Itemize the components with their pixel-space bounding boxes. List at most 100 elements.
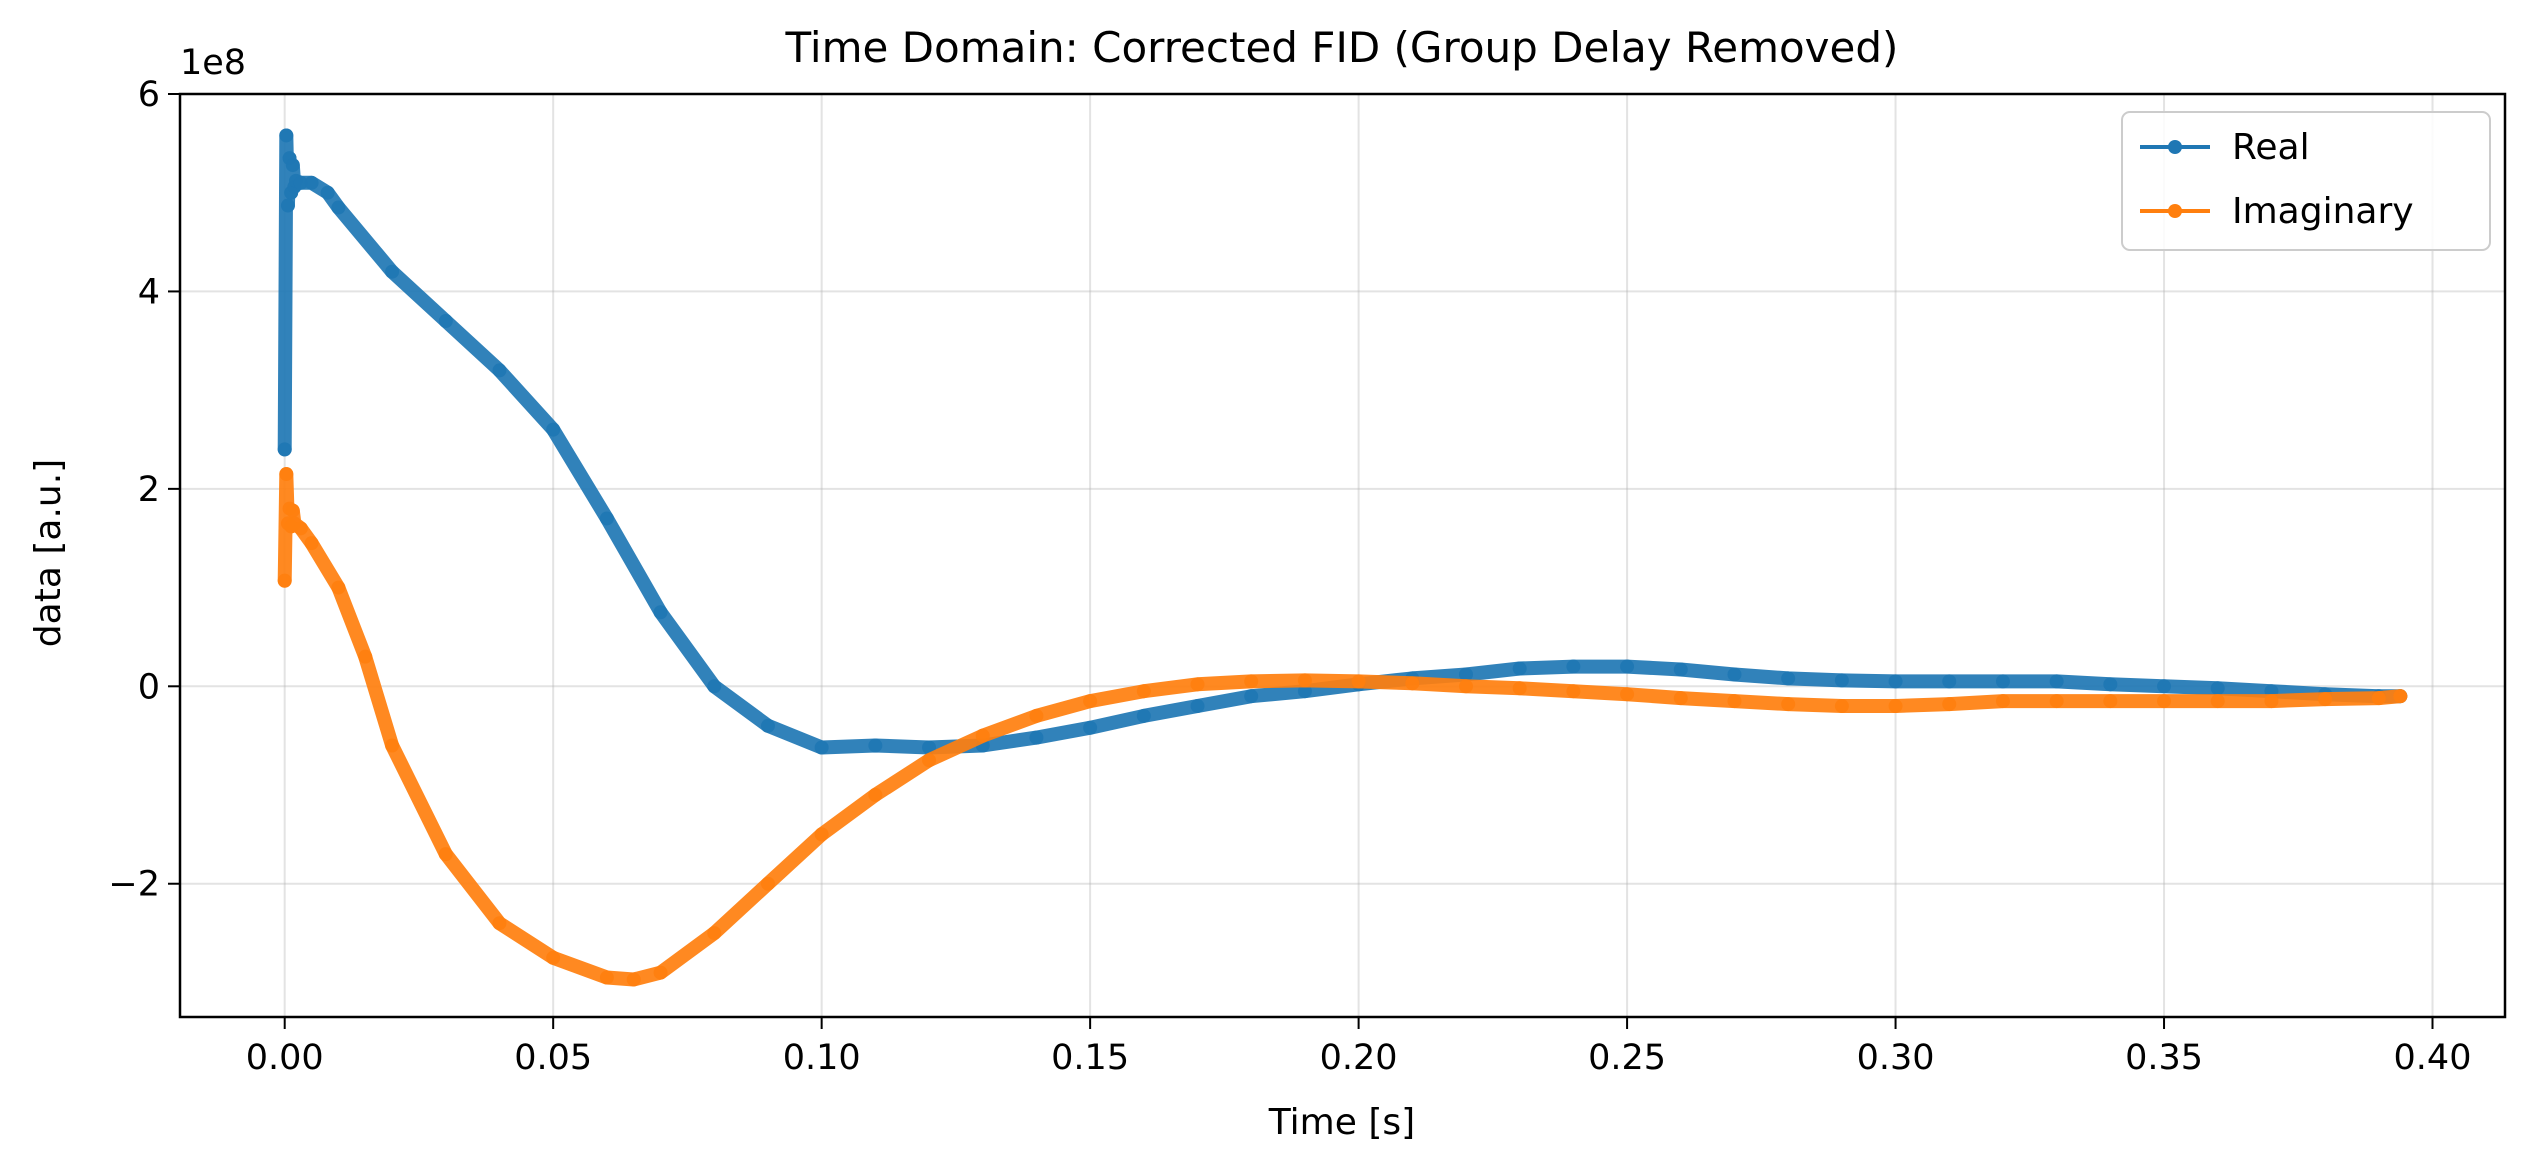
data-point: [1351, 674, 1366, 689]
legend-box: [2121, 111, 2491, 251]
data-point: [1083, 694, 1098, 709]
x-tick-label: 0.25: [1588, 1038, 1666, 1078]
x-tick-label: 0.00: [246, 1038, 324, 1078]
data-point: [1620, 687, 1635, 702]
data-point: [2393, 689, 2408, 704]
data-point: [1673, 691, 1688, 706]
y-tick-label: −2: [108, 865, 160, 905]
data-point: [320, 185, 335, 200]
data-point: [2210, 681, 2225, 696]
data-point: [2049, 694, 2064, 709]
data-point: [599, 511, 614, 526]
data-point: [1136, 708, 1151, 723]
data-point: [492, 916, 507, 931]
data-point: [2157, 694, 2172, 709]
data-point: [331, 200, 346, 215]
data-point: [304, 536, 319, 551]
data-point: [1297, 684, 1312, 699]
data-point: [546, 950, 561, 965]
data-point: [285, 158, 300, 173]
data-point: [1888, 699, 1903, 714]
data-point: [280, 198, 295, 213]
data-point: [1888, 674, 1903, 689]
data-point: [1727, 694, 1742, 709]
data-point: [385, 738, 400, 753]
data-point: [814, 740, 829, 755]
data-point: [1566, 684, 1581, 699]
data-point: [293, 175, 308, 190]
data-point: [277, 442, 292, 457]
data-point: [304, 175, 319, 190]
data-point: [331, 580, 346, 595]
y-tick-label: 2: [138, 470, 160, 510]
x-axis-label: Time [s]: [1268, 1102, 1415, 1143]
y-tick-label: 0: [138, 667, 160, 707]
data-point: [277, 573, 292, 588]
data-point: [1566, 659, 1581, 674]
series-imaginary: [277, 467, 2408, 987]
data-point: [922, 753, 937, 768]
data-point: [1995, 694, 2010, 709]
data-point: [1190, 699, 1205, 714]
data-point: [2103, 694, 2118, 709]
data-point: [626, 972, 641, 987]
data-point: [2049, 674, 2064, 689]
data-point: [707, 679, 722, 694]
data-point: [1244, 674, 1259, 689]
data-point: [358, 649, 373, 664]
data-point: [1673, 662, 1688, 677]
data-point: [1190, 677, 1205, 692]
data-point: [385, 264, 400, 279]
data-point: [1083, 720, 1098, 735]
data-point: [1029, 730, 1044, 745]
data-point: [814, 827, 829, 842]
legend: Real Imaginary: [2121, 111, 2491, 251]
data-point: [653, 965, 668, 980]
data-point: [279, 467, 294, 482]
data-point: [1942, 697, 1957, 712]
x-tick-label: 0.15: [1051, 1038, 1129, 1078]
data-point: [1781, 671, 1796, 686]
legend-marker-real: [2168, 140, 2182, 154]
data-point: [2210, 694, 2225, 709]
y-axis-label: data [a.u.]: [28, 459, 69, 647]
data-point: [1458, 679, 1473, 694]
series-real: [277, 128, 2408, 755]
data-point: [293, 521, 308, 536]
data-point: [438, 847, 453, 862]
data-point: [760, 718, 775, 733]
data-point: [1458, 667, 1473, 682]
data-point: [2103, 677, 2118, 692]
legend-marker-imaginary: [2168, 204, 2182, 218]
x-tick-label: 0.05: [514, 1038, 592, 1078]
data-point: [975, 728, 990, 743]
data-point: [1405, 676, 1420, 691]
data-point: [1942, 674, 1957, 689]
y-tick-label: 4: [138, 272, 160, 312]
data-point: [1512, 681, 1527, 696]
data-point: [546, 422, 561, 437]
data-point: [279, 128, 294, 143]
data-point: [2371, 691, 2386, 706]
data-point: [1781, 697, 1796, 712]
data-point: [2157, 679, 2172, 694]
data-point: [1244, 689, 1259, 704]
data-point: [1727, 667, 1742, 682]
data-point: [1834, 699, 1849, 714]
data-point: [707, 926, 722, 941]
data-point: [1834, 673, 1849, 688]
data-point: [1297, 673, 1312, 688]
data-point: [2318, 692, 2333, 707]
data-point: [492, 363, 507, 378]
y-tick-label: 6: [138, 75, 160, 115]
plot-series: [277, 128, 2408, 987]
data-point: [438, 314, 453, 329]
data-point: [653, 605, 668, 620]
data-point: [599, 970, 614, 985]
data-point: [285, 503, 300, 518]
data-point: [1620, 659, 1635, 674]
axis-ticks: 0.00 0.05 0.10 0.15 0.20 0.25 0.30 0.35 0.40 −2 0 2…: [108, 75, 2471, 1078]
data-point: [868, 738, 883, 753]
legend-label-imaginary: Imaginary: [2232, 191, 2414, 232]
x-tick-label: 0.40: [2394, 1038, 2472, 1078]
